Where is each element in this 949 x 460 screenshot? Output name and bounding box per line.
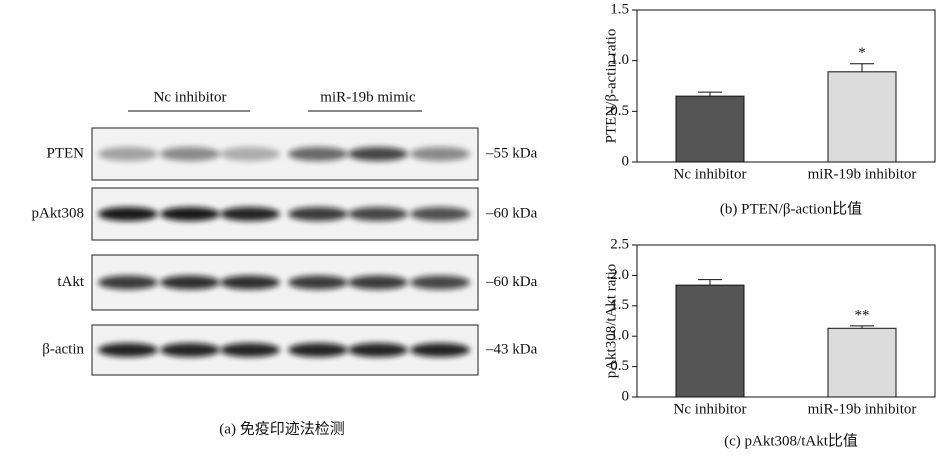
band (288, 275, 348, 290)
band (348, 343, 408, 357)
y-tick-label: 0.5 (610, 358, 629, 374)
x-tick-label: miR-19b inhibitor (808, 401, 917, 417)
band (288, 343, 348, 357)
y-tick-label: 1.0 (610, 328, 629, 344)
band (160, 343, 220, 357)
x-tick-label: Nc inhibitor (674, 166, 747, 182)
bar (675, 284, 745, 398)
significance: * (858, 45, 866, 61)
band (288, 207, 348, 221)
band (98, 275, 158, 290)
band (410, 343, 470, 357)
bar (827, 327, 897, 398)
size-label: –55 kDa (485, 145, 538, 161)
row-label: tAkt (57, 274, 85, 290)
y-axis-label: pAkt308/tAkt ratio (603, 264, 619, 379)
band (410, 275, 470, 290)
band (160, 147, 220, 161)
plot-frame (636, 244, 936, 398)
band (98, 147, 158, 161)
band (160, 275, 220, 290)
band (348, 207, 408, 221)
size-label: –60 kDa (485, 274, 538, 290)
y-axis-label: PTEN/β-actin ratio (603, 29, 619, 144)
y-tick-label: 1.0 (610, 52, 629, 68)
band (220, 207, 280, 221)
significance: ** (855, 307, 870, 323)
y-tick-label: 1.5 (610, 1, 629, 17)
band (98, 207, 158, 221)
group-label: Nc inhibitor (154, 89, 227, 105)
row-label: pAkt308 (32, 205, 85, 221)
band (220, 275, 280, 290)
bar (827, 71, 897, 163)
x-tick-label: miR-19b inhibitor (808, 166, 917, 182)
band (410, 207, 470, 221)
y-tick-label: 0 (622, 153, 630, 169)
band (348, 275, 408, 290)
y-tick-label: 2.0 (610, 267, 629, 283)
bar (675, 95, 745, 163)
band (348, 147, 408, 161)
y-tick-label: 2.5 (610, 236, 629, 252)
band (220, 147, 280, 161)
y-tick-label: 1.5 (610, 297, 629, 313)
size-label: –43 kDa (485, 341, 538, 357)
band (98, 343, 158, 357)
size-label: –60 kDa (485, 205, 538, 221)
row-label: β-actin (42, 341, 84, 357)
y-tick-label: 0.5 (610, 103, 629, 119)
y-tick-label: 0 (622, 388, 630, 404)
band (160, 207, 220, 221)
group-label: miR-19b mimic (320, 89, 416, 105)
x-tick-label: Nc inhibitor (674, 401, 747, 417)
row-label: PTEN (47, 145, 85, 161)
plot-frame (636, 9, 936, 163)
band (288, 147, 348, 161)
caption: (b) PTEN/β-action比值 (720, 200, 862, 217)
caption: (c) pAkt308/tAkt比值 (724, 432, 858, 449)
band (220, 343, 280, 357)
band (410, 147, 470, 161)
caption: (a) 免疫印迹法检测 (219, 420, 344, 437)
